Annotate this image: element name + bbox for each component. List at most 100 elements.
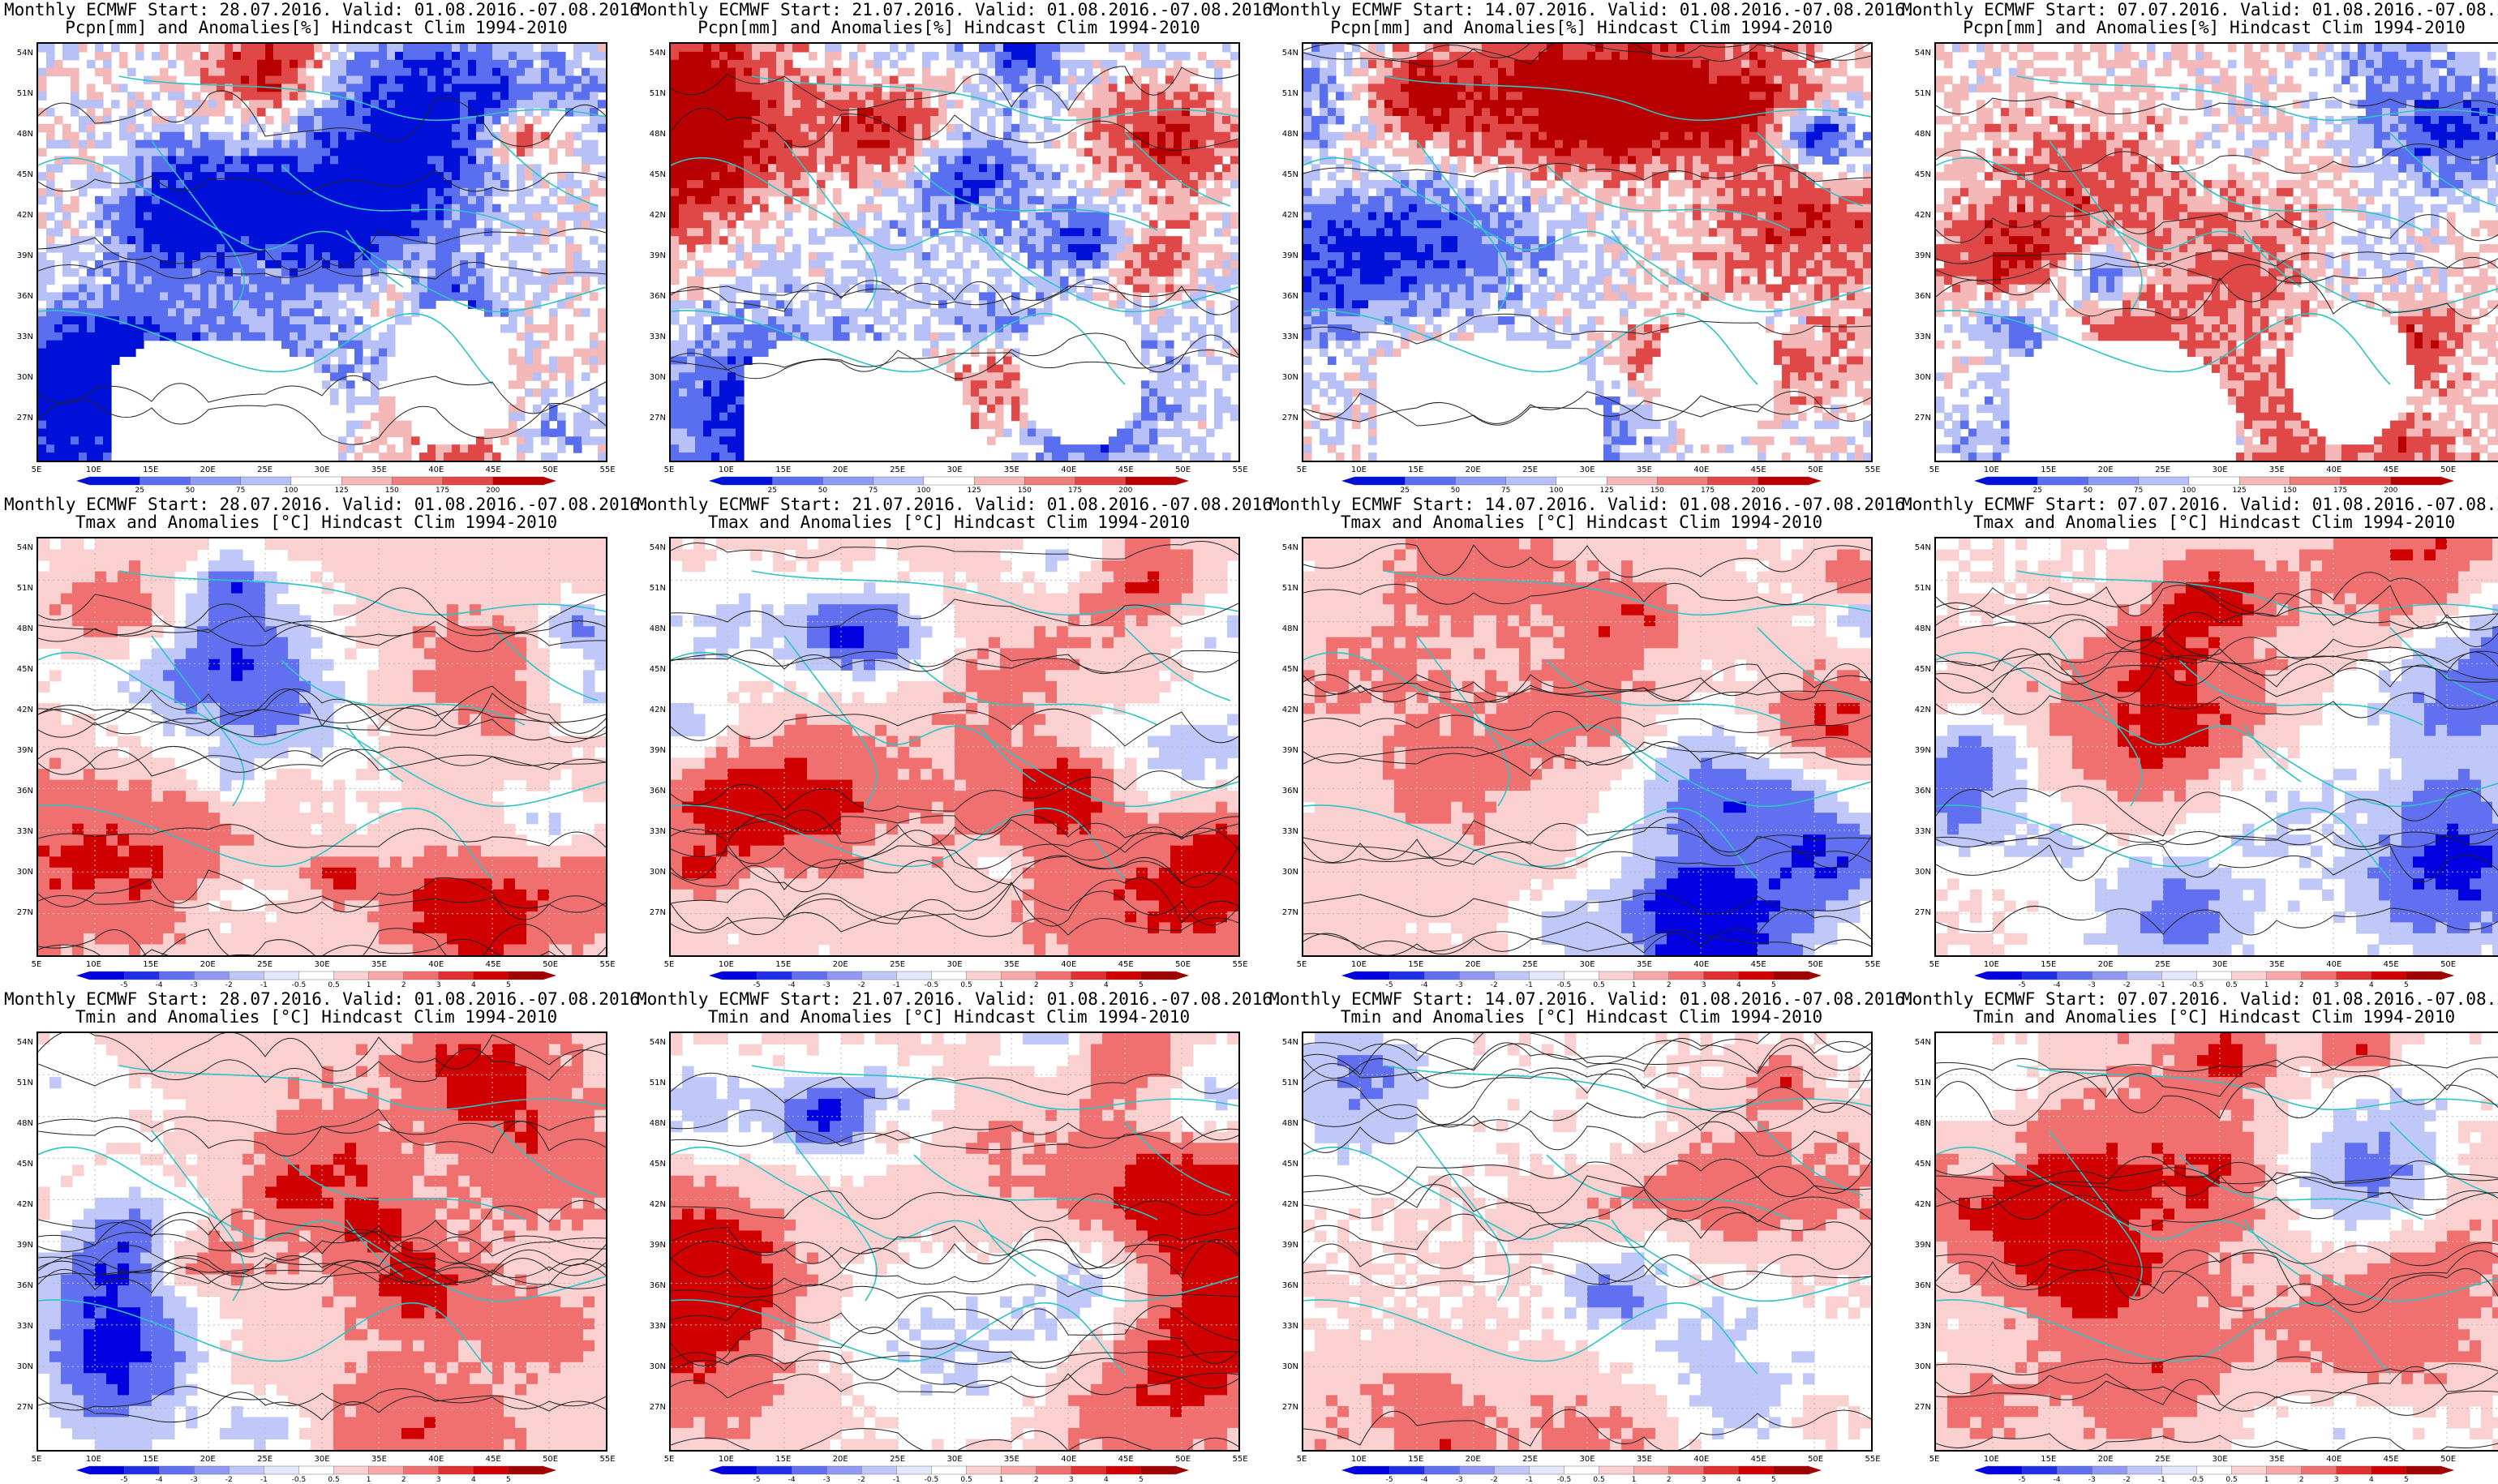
lon-tick-label: 35E <box>371 465 387 474</box>
lat-tick-label: 39N <box>1273 251 1298 260</box>
lat-tick-label: 33N <box>1905 1322 1931 1331</box>
lon-tick-label: 15E <box>775 960 791 969</box>
lon-tick-label: 15E <box>143 465 158 474</box>
lon-tick-label: 10E <box>1984 960 1999 969</box>
lon-tick-label: 40E <box>1693 465 1709 474</box>
lat-tick-label: 48N <box>1273 1119 1298 1128</box>
colorbar-label: 0.5 <box>328 1476 339 1484</box>
colorbar-label: 5 <box>2404 1476 2409 1484</box>
lon-tick-label: 10E <box>1984 465 1999 474</box>
lon-tick-label: 35E <box>1637 960 1652 969</box>
forecast-map <box>1302 537 1873 957</box>
lon-tick-label: 20E <box>833 465 848 474</box>
forecast-panel: Monthly ECMWF Start: 28.07.2016. Valid: … <box>4 0 629 487</box>
lon-tick-label: 45E <box>1118 465 1134 474</box>
lon-tick-label: 50E <box>543 465 558 474</box>
lat-tick-label: 36N <box>640 1281 666 1290</box>
lat-tick-label: 36N <box>1273 292 1298 301</box>
lon-tick-label: 5E <box>32 960 42 969</box>
colorbar <box>1971 1465 2457 1476</box>
lon-tick-label: 15E <box>775 465 791 474</box>
lat-tick-label: 51N <box>7 89 33 98</box>
colorbar-label: -2 <box>858 981 865 989</box>
panel-subtitle: Pcpn[mm] and Anomalies[%] Hindcast Clim … <box>637 18 1261 37</box>
colorbar-label: 75 <box>2134 487 2143 495</box>
colorbar-label: -3 <box>2088 1476 2096 1484</box>
lat-tick-label: 27N <box>7 908 33 917</box>
lat-tick-label: 33N <box>1273 1322 1298 1331</box>
panel-subtitle: Tmax and Anomalies [°C] Hindcast Clim 19… <box>4 513 629 532</box>
colorbar-label: 5 <box>2404 981 2409 989</box>
panel-subtitle: Tmin and Anomalies [°C] Hindcast Clim 19… <box>1269 1007 1894 1027</box>
forecast-map <box>669 42 1240 462</box>
colorbar-label: 5 <box>1771 981 1776 989</box>
forecast-panel: Monthly ECMWF Start: 14.07.2016. Valid: … <box>1269 989 1894 1476</box>
lat-tick-label: 39N <box>640 1241 666 1250</box>
lon-tick-label: 30E <box>1579 960 1595 969</box>
lon-tick-label: 25E <box>1522 960 1538 969</box>
panel-title: Monthly ECMWF Start: 21.07.2016. Valid: … <box>637 989 1261 1009</box>
lat-tick-label: 42N <box>7 211 33 220</box>
lat-tick-label: 54N <box>7 49 33 58</box>
colorbar-label: 50 <box>818 487 827 495</box>
lon-tick-label: 5E <box>1929 465 1940 474</box>
colorbar-label: 1 <box>367 981 371 989</box>
lat-tick-label: 48N <box>1905 624 1931 633</box>
colorbar-label: -0.5 <box>292 1476 307 1484</box>
lat-tick-label: 27N <box>7 414 33 422</box>
lat-tick-label: 33N <box>7 332 33 341</box>
lat-tick-label: 48N <box>7 1119 33 1128</box>
anomaly-field <box>671 1033 1238 1450</box>
lon-tick-label: 55E <box>1865 960 1880 969</box>
panel-title: Monthly ECMWF Start: 28.07.2016. Valid: … <box>4 989 629 1009</box>
colorbar-label: 2 <box>1034 981 1039 989</box>
colorbar-label: 50 <box>186 487 195 495</box>
colorbar-label: 4 <box>471 981 476 989</box>
lon-tick-label: 20E <box>833 960 848 969</box>
lat-tick-label: 42N <box>1905 1200 1931 1209</box>
colorbar-label: 4 <box>1736 981 1741 989</box>
colorbar-label: 0.5 <box>2225 981 2237 989</box>
lat-tick-label: 39N <box>1905 746 1931 755</box>
colorbar-label: -5 <box>2019 981 2026 989</box>
colorbar-label: 75 <box>869 487 878 495</box>
lat-tick-label: 39N <box>640 746 666 755</box>
panel-title: Monthly ECMWF Start: 21.07.2016. Valid: … <box>637 0 1261 19</box>
lat-tick-label: 42N <box>1273 1200 1298 1209</box>
colorbar-label: 150 <box>385 487 399 495</box>
lat-tick-label: 51N <box>640 89 666 98</box>
colorbar-label: 1 <box>1632 1476 1637 1484</box>
lat-tick-label: 42N <box>1905 211 1931 220</box>
colorbar-label: -0.5 <box>2190 981 2204 989</box>
panel-title: Monthly ECMWF Start: 28.07.2016. Valid: … <box>4 495 629 514</box>
colorbar-label: 4 <box>2369 981 2374 989</box>
lat-tick-label: 45N <box>7 1160 33 1169</box>
lat-tick-label: 42N <box>7 1200 33 1209</box>
lat-tick-label: 51N <box>1905 584 1931 593</box>
colorbar-label: 100 <box>2182 487 2195 495</box>
colorbar-label: 2 <box>401 1476 406 1484</box>
colorbar-label: 200 <box>1751 487 1765 495</box>
lon-tick-label: 40E <box>1061 465 1076 474</box>
lat-tick-label: 36N <box>1905 787 1931 796</box>
lat-tick-label: 36N <box>7 292 33 301</box>
lon-tick-label: 5E <box>32 465 42 474</box>
colorbar-label: 3 <box>1069 981 1074 989</box>
colorbar-label: -4 <box>2054 1476 2061 1484</box>
anomaly-field <box>1936 44 2498 461</box>
forecast-panel: Monthly ECMWF Start: 14.07.2016. Valid: … <box>1269 495 1894 981</box>
colorbar-label: 25 <box>2032 487 2041 495</box>
lon-tick-label: 45E <box>1751 960 1766 969</box>
forecast-map <box>1934 42 2498 462</box>
colorbar-label: -2 <box>1491 981 1498 989</box>
colorbar-label: 2 <box>1034 1476 1039 1484</box>
lon-tick-label: 15E <box>2041 465 2056 474</box>
colorbar <box>706 970 1192 981</box>
lat-tick-label: 42N <box>640 211 666 220</box>
colorbar-label: 75 <box>1501 487 1510 495</box>
colorbar-label: -5 <box>753 1476 761 1484</box>
colorbar-label: -3 <box>823 1476 831 1484</box>
colorbar-label: 175 <box>2333 487 2347 495</box>
colorbar-label: 0.5 <box>1593 1476 1604 1484</box>
colorbar-label: 100 <box>284 487 298 495</box>
